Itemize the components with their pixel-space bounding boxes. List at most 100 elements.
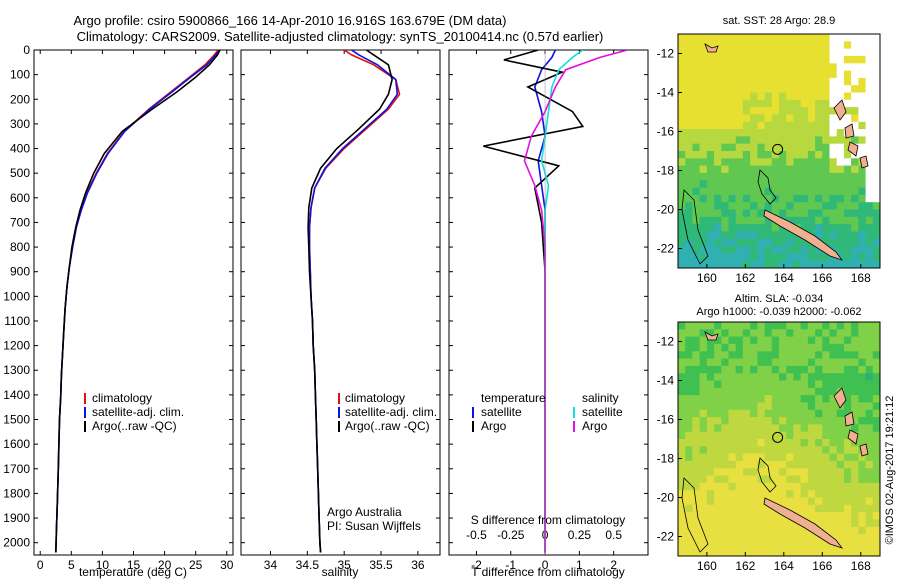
heatmap-cell: [793, 260, 802, 268]
heatmap-cell: [829, 129, 838, 137]
heatmap-cell: [843, 209, 852, 218]
heatmap-cell: [807, 548, 816, 556]
heatmap-cell: [851, 34, 859, 42]
heatmap-cell: [699, 482, 708, 491]
heatmap-cell: [815, 246, 823, 254]
heatmap-cell: [779, 534, 787, 542]
heatmap-cell: [815, 468, 823, 477]
heatmap-cell: [699, 70, 708, 79]
sla-map-title1: Altim. SLA: -0.034: [735, 293, 824, 305]
heatmap-cell: [872, 99, 880, 108]
heatmap-cell: [872, 224, 880, 232]
heatmap-cell: [721, 194, 730, 203]
heatmap-cell: [678, 512, 686, 520]
heatmap-cell: [865, 209, 874, 218]
heatmap-cell: [728, 48, 737, 57]
heatmap-cell: [872, 246, 880, 254]
heatmap-cell: [807, 34, 816, 42]
heatmap-cell: [771, 238, 780, 247]
heatmap-cell: [678, 534, 686, 542]
heatmap-cell: [800, 387, 809, 396]
heatmap-cell: [706, 329, 715, 338]
heatmap-cell: [786, 395, 794, 403]
heatmap-cell: [742, 439, 751, 447]
heatmap-cell: [829, 121, 838, 130]
heatmap-cell: [843, 238, 852, 247]
heatmap-cell: [872, 158, 880, 167]
heatmap-cell: [836, 136, 845, 145]
heatmap-cell: [829, 329, 838, 338]
heatmap-cell: [836, 475, 845, 484]
heatmap-cell: [692, 231, 701, 240]
heatmap-cell: [692, 136, 701, 145]
heatmap-cell: [721, 526, 730, 535]
heatmap-cell: [678, 107, 686, 115]
heatmap-cell: [815, 365, 823, 374]
heatmap-cell: [771, 490, 780, 499]
heatmap-cell: [757, 55, 766, 64]
heatmap-cell: [721, 475, 730, 484]
heatmap-cell: [706, 373, 715, 382]
heatmap-cell: [735, 151, 744, 159]
heatmap-cell: [872, 373, 880, 382]
heatmap-cell: [706, 365, 715, 374]
heatmap-cell: [779, 336, 787, 345]
heatmap-cell: [843, 231, 852, 240]
heatmap-cell: [779, 129, 787, 137]
heatmap-cell: [807, 439, 816, 447]
heatmap-cell: [800, 526, 809, 535]
heatmap-cell: [872, 512, 880, 520]
heatmap-cell: [858, 63, 867, 72]
heatmap-cell: [836, 351, 845, 360]
heatmap-cell: [685, 380, 693, 389]
heatmap-cell: [735, 504, 744, 513]
heatmap-cell: [757, 136, 766, 145]
heatmap-cell: [721, 468, 730, 477]
heatmap-cell: [714, 136, 722, 145]
heatmap-cell: [786, 380, 794, 389]
heatmap-cell: [728, 519, 737, 528]
heatmap-cell: [858, 358, 867, 367]
heatmap-cell: [822, 387, 831, 396]
heatmap-cell: [692, 55, 701, 64]
heatmap-cell: [714, 92, 722, 101]
new-caledonia-landmass: [763, 209, 844, 261]
heatmap-cell: [699, 512, 708, 520]
heatmap-cell: [678, 351, 686, 360]
heatmap-cell: [714, 216, 722, 225]
heatmap-cell: [750, 460, 758, 469]
heatmap-cell: [764, 172, 773, 181]
heatmap-cell: [685, 329, 693, 338]
heatmap-cell: [771, 460, 780, 469]
heatmap-cell: [779, 85, 787, 94]
heatmap-cell: [728, 336, 737, 345]
heatmap-cell: [735, 548, 744, 556]
heatmap-cell: [786, 85, 794, 94]
ytick-label: 1000: [3, 289, 30, 303]
heatmap-cell: [721, 322, 730, 330]
heatmap-cell: [750, 41, 758, 50]
heatmap-cell: [858, 77, 867, 86]
heatmap-cell: [822, 63, 831, 72]
heatmap-cell: [858, 143, 867, 152]
heatmap-cell: [721, 380, 730, 389]
heatmap-cell: [714, 446, 722, 455]
heatmap-cell: [735, 238, 744, 247]
heatmap-cell: [728, 180, 737, 189]
heatmap-cell: [742, 329, 751, 338]
heatmap-cell: [872, 202, 880, 211]
heatmap-cell: [750, 70, 758, 79]
heatmap-cell: [742, 424, 751, 433]
heatmap-cell: [699, 187, 708, 196]
heatmap-cell: [692, 409, 701, 418]
heatmap-cell: [851, 453, 859, 462]
heatmap-cell: [735, 395, 744, 403]
heatmap-cell: [800, 380, 809, 389]
heatmap-cell: [699, 497, 708, 506]
heatmap-cell: [678, 424, 686, 433]
heatmap-cell: [836, 165, 845, 174]
heatmap-cell: [678, 55, 686, 64]
heatmap-cell: [815, 92, 823, 101]
heatmap-cell: [858, 187, 867, 196]
heatmap-cell: [836, 446, 845, 455]
